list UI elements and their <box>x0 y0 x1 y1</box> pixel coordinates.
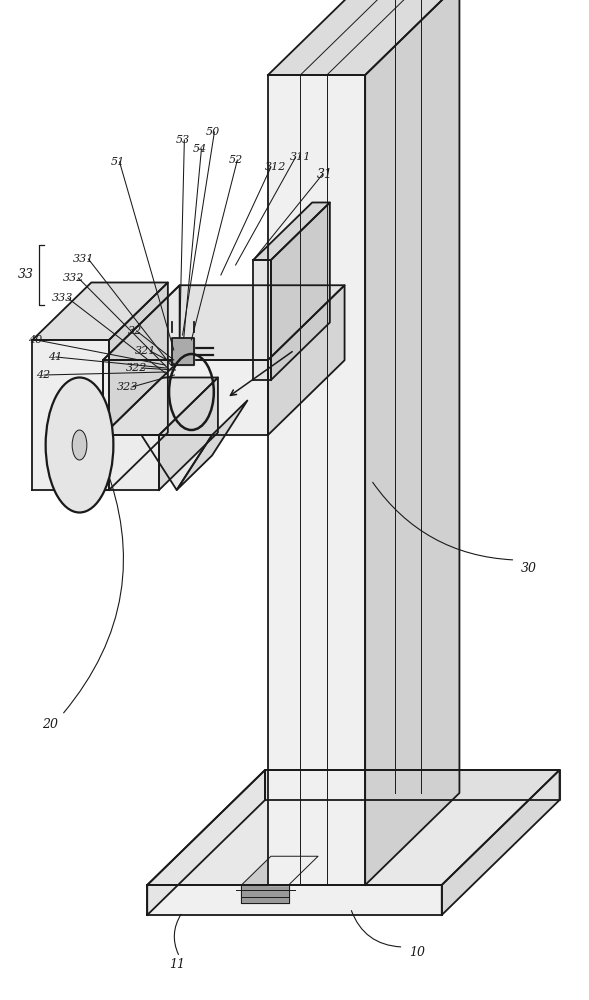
Text: 31: 31 <box>317 167 333 180</box>
Polygon shape <box>271 202 330 380</box>
Polygon shape <box>103 285 180 435</box>
Ellipse shape <box>46 377 113 512</box>
Polygon shape <box>103 435 159 490</box>
Text: 323: 323 <box>117 382 138 392</box>
Text: 51: 51 <box>111 157 125 167</box>
Text: 54: 54 <box>193 144 207 154</box>
Text: 42: 42 <box>36 370 50 380</box>
Text: 11: 11 <box>168 958 185 970</box>
Text: 333: 333 <box>52 293 74 303</box>
Polygon shape <box>442 770 560 915</box>
Polygon shape <box>103 285 345 360</box>
Polygon shape <box>172 338 194 365</box>
Polygon shape <box>253 260 271 380</box>
Text: 312: 312 <box>265 162 286 172</box>
Text: 41: 41 <box>48 352 62 362</box>
Polygon shape <box>159 378 218 490</box>
Text: 52: 52 <box>229 155 243 165</box>
Polygon shape <box>268 285 345 435</box>
Text: 332: 332 <box>63 273 84 283</box>
Polygon shape <box>241 856 318 885</box>
Text: 53: 53 <box>176 135 190 145</box>
Polygon shape <box>147 770 265 915</box>
Polygon shape <box>241 885 289 903</box>
Polygon shape <box>268 75 365 885</box>
Text: 50: 50 <box>206 127 220 137</box>
Polygon shape <box>147 885 442 915</box>
Polygon shape <box>177 401 247 490</box>
Text: 321: 321 <box>135 346 156 356</box>
Text: 33: 33 <box>18 268 34 282</box>
Polygon shape <box>103 360 268 435</box>
Polygon shape <box>253 202 330 260</box>
Polygon shape <box>147 770 560 885</box>
Text: 32: 32 <box>128 326 143 336</box>
Text: 20: 20 <box>42 718 58 732</box>
Text: 311: 311 <box>290 152 311 162</box>
Text: 331: 331 <box>73 254 94 264</box>
Text: 30: 30 <box>521 562 537 574</box>
Polygon shape <box>365 0 459 885</box>
Polygon shape <box>109 282 168 490</box>
Ellipse shape <box>72 430 87 460</box>
Polygon shape <box>32 282 168 340</box>
Polygon shape <box>32 340 109 490</box>
Polygon shape <box>268 0 459 75</box>
Text: 40: 40 <box>28 335 42 345</box>
Text: 322: 322 <box>126 363 147 373</box>
Polygon shape <box>265 770 560 800</box>
Text: 10: 10 <box>409 946 425 958</box>
Polygon shape <box>103 378 218 435</box>
Polygon shape <box>141 435 212 490</box>
